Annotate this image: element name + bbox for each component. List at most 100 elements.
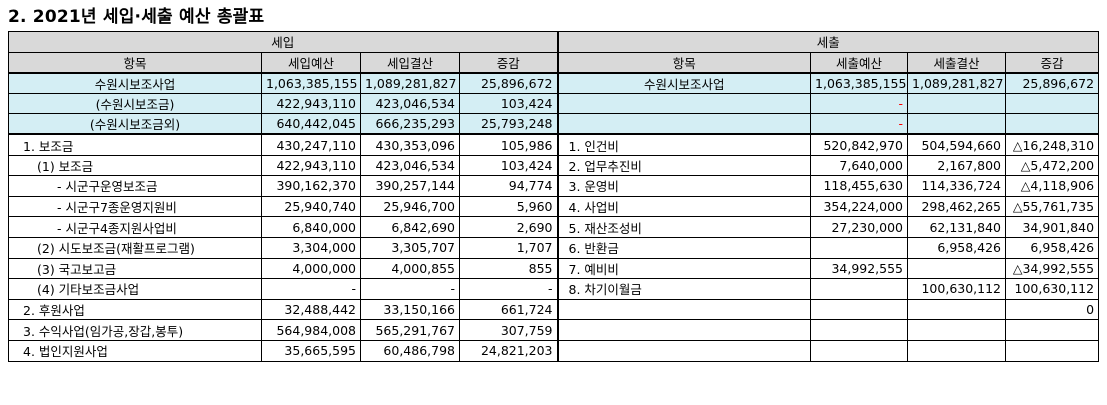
row-item-left: 1. 보조금 (8, 133, 262, 156)
row-expense-budget: 520,842,970 (810, 133, 909, 156)
row-item-right (557, 298, 812, 321)
col-item-right: 항목 (557, 51, 812, 74)
row-expense-settlement: 62,131,840 (907, 216, 1007, 238)
row-income-settlement: 3,305,707 (360, 236, 460, 259)
row-item-left: (3) 국고보고금 (8, 257, 262, 280)
table-row: (2) 시도보조금(재활프로그램) 3,304,000 3,305,707 1,707… (8, 236, 1100, 259)
row-income-settlement: - (360, 278, 460, 300)
row-expense-settlement: 6,958,426 (907, 236, 1007, 259)
row-change-left: 24,821,203 (458, 339, 559, 362)
row-expense-budget (810, 236, 909, 259)
row-change-left: 103,424 (458, 154, 559, 177)
row-expense-budget (810, 278, 909, 300)
row-item-right (557, 319, 812, 341)
page-title: 2. 2021년 세입·세출 예산 총괄표 (8, 7, 265, 27)
row-item-left: (수원시보조금외) (8, 113, 262, 136)
row-income-budget: 4,000,000 (261, 257, 361, 280)
table-row: (1) 보조금 422,943,110 423,046,534 103,424 2. 업… (8, 154, 1100, 177)
row-item-right (557, 113, 812, 136)
row-income-budget: 1,063,385,155 (261, 72, 361, 94)
row-income-settlement: 25,946,700 (360, 195, 460, 218)
row-expense-settlement (907, 339, 1007, 362)
row-change-right: 34,901,840 (1005, 216, 1100, 238)
row-item-right: 2. 업무추진비 (557, 154, 812, 177)
row-change-left: 2,690 (458, 216, 559, 238)
table-row: (4) 기타보조금사업 - - -8. 차기이월금 100,630,112 100,630… (8, 278, 1100, 300)
row-change-left: 307,759 (458, 319, 559, 341)
row-expense-budget (810, 319, 909, 341)
row-change-right: △16,248,310 (1005, 133, 1100, 156)
row-income-settlement: 33,150,166 (360, 298, 460, 321)
row-change-right: 0 (1005, 298, 1100, 321)
row-change-right: △4,118,906 (1005, 175, 1100, 197)
row-income-budget: 390,162,370 (261, 175, 361, 197)
row-item-left: - 시군구운영보조금 (8, 175, 262, 197)
row-change-left: 103,424 (458, 92, 559, 115)
row-expense-budget: 27,230,000 (810, 216, 909, 238)
row-income-budget: 3,304,000 (261, 236, 361, 259)
row-change-left: 5,960 (458, 195, 559, 218)
row-income-budget: 422,943,110 (261, 154, 361, 177)
row-change-left: 105,986 (458, 133, 559, 156)
row-expense-budget: - (810, 113, 909, 136)
table-row: (3) 국고보고금 4,000,000 4,000,855 855 7. 예비비 34,9… (8, 257, 1100, 280)
row-income-settlement: 423,046,534 (360, 92, 460, 115)
row-change-left: 1,707 (458, 236, 559, 259)
row-income-settlement: 4,000,855 (360, 257, 460, 280)
row-expense-settlement: 1,089,281,827 (907, 72, 1007, 94)
row-income-settlement: 6,842,690 (360, 216, 460, 238)
row-expense-settlement (907, 257, 1007, 280)
row-expense-settlement: 114,336,724 (907, 175, 1007, 197)
row-item-left: (1) 보조금 (8, 154, 262, 177)
row-item-right: 3. 운영비 (557, 175, 812, 197)
row-income-budget: - (261, 278, 361, 300)
table-row: - 시군구4종지원사업비 6,840,000 6,842,690 2,690 5. 재산… (8, 216, 1100, 238)
row-item-right: 1. 인건비 (557, 133, 812, 156)
row-item-left: - 시군구4종지원사업비 (8, 216, 262, 238)
col-income-budget: 세입예산 (261, 51, 361, 74)
col-item-left: 항목 (8, 51, 262, 74)
row-item-left: 수원시보조사업 (8, 72, 262, 94)
table-row: - 시군구7종운영지원비 25,940,740 25,946,700 5,960 4. … (8, 195, 1100, 218)
col-change-left: 증감 (458, 51, 559, 74)
row-change-left: 25,896,672 (458, 72, 559, 94)
table-row: (수원시보조금외) 640,442,045 666,235,293 25,793,24… (8, 113, 1100, 136)
row-change-right: 100,630,112 (1005, 278, 1100, 300)
col-expense-budget: 세출예산 (810, 51, 909, 74)
row-expense-budget: 118,455,630 (810, 175, 909, 197)
row-income-budget: 640,442,045 (261, 113, 361, 136)
row-item-right (557, 92, 812, 115)
row-expense-settlement (907, 92, 1007, 115)
table-row: 수원시보조사업 1,063,385,155 1,089,281,827 25,896,… (8, 72, 1100, 94)
row-expense-budget: 34,992,555 (810, 257, 909, 280)
row-change-left: 661,724 (458, 298, 559, 321)
row-change-right (1005, 319, 1100, 341)
row-change-left: 25,793,248 (458, 113, 559, 136)
row-change-left: 94,774 (458, 175, 559, 197)
table-row: 2. 후원사업 32,488,442 33,150,166 661,724 0 (8, 298, 1100, 321)
row-change-right: △5,472,200 (1005, 154, 1100, 177)
col-change-right: 증감 (1005, 51, 1100, 74)
table-row: (수원시보조금) 422,943,110 423,046,534 103,424 - (8, 92, 1100, 115)
row-expense-settlement (907, 113, 1007, 136)
row-income-budget: 422,943,110 (261, 92, 361, 115)
table-row: 1. 보조금 430,247,110 430,353,096 105,986 1. 인건… (8, 133, 1100, 156)
row-change-right: △34,992,555 (1005, 257, 1100, 280)
row-income-settlement: 390,257,144 (360, 175, 460, 197)
expense-header: 세출 (557, 31, 1100, 53)
col-income-settlement: 세입결산 (360, 51, 460, 74)
row-income-budget: 32,488,442 (261, 298, 361, 321)
row-item-left: (수원시보조금) (8, 92, 262, 115)
table-row: 3. 수익사업(임가공,장갑,봉투) 564,984,008 565,291,767… (8, 319, 1100, 341)
row-income-settlement: 565,291,767 (360, 319, 460, 341)
row-income-settlement: 1,089,281,827 (360, 72, 460, 94)
row-change-right: 25,896,672 (1005, 72, 1100, 94)
col-expense-settlement: 세출결산 (907, 51, 1007, 74)
row-expense-settlement: 298,462,265 (907, 195, 1007, 218)
row-item-left: 3. 수익사업(임가공,장갑,봉투) (8, 319, 262, 341)
income-header: 세입 (7, 31, 559, 53)
row-item-right: 5. 재산조성비 (557, 216, 812, 238)
row-expense-budget: 354,224,000 (810, 195, 909, 218)
row-income-budget: 430,247,110 (261, 133, 361, 156)
row-expense-settlement (907, 319, 1007, 341)
